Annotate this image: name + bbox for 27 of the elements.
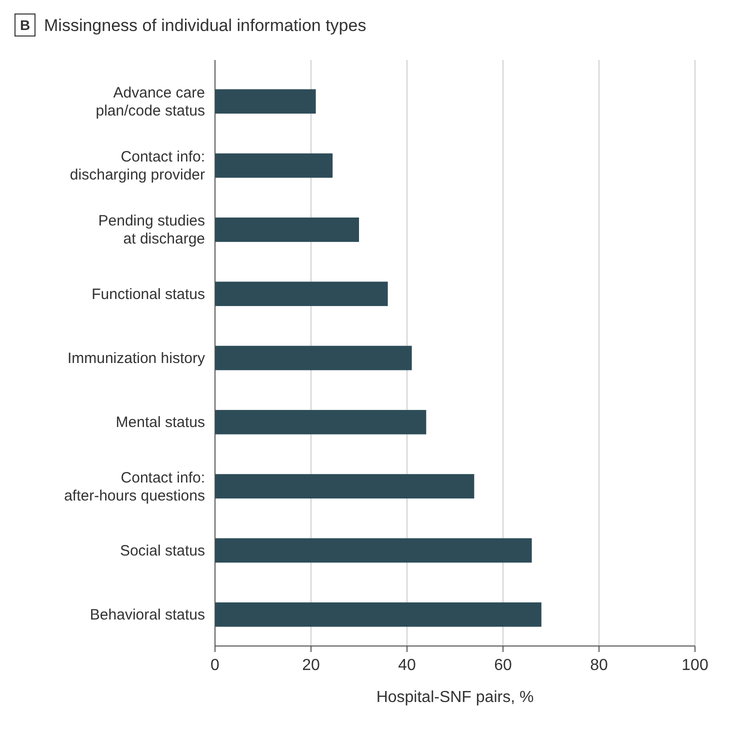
x-tick-label: 0	[210, 657, 220, 674]
y-tick-label: Mental status	[116, 414, 205, 432]
bar	[215, 346, 412, 370]
bar	[215, 538, 532, 563]
y-tick-label: Contact info: after-hours questions	[64, 469, 205, 504]
y-tick-label: Behavioral status	[90, 606, 205, 624]
label-frame: B	[14, 14, 36, 36]
y-tick-label: Social status	[120, 542, 205, 560]
bar	[215, 474, 474, 498]
chart-title: Missingness of individual information types	[44, 16, 366, 35]
bar	[215, 282, 388, 306]
bar	[215, 89, 316, 114]
y-tick-label: Pending studies at discharge	[98, 212, 205, 248]
x-tick-label: 20	[302, 657, 320, 674]
y-tick-label: Advance care plan/code status	[96, 84, 205, 120]
y-tick-label: Contact info: discharging provider	[70, 148, 205, 184]
bar	[215, 218, 359, 242]
x-tick-label: 60	[494, 657, 512, 674]
x-axis-title: Hospital-SNF pairs, %	[376, 689, 534, 706]
bar	[215, 410, 426, 434]
y-tick-label: Immunization history	[67, 350, 206, 367]
x-tick-label: 100	[682, 657, 708, 674]
bar	[215, 602, 542, 627]
x-tick-label: 80	[590, 657, 608, 674]
y-tick-label: Functional status	[92, 286, 205, 303]
x-tick-label: 40	[398, 657, 416, 674]
bar	[215, 153, 333, 178]
